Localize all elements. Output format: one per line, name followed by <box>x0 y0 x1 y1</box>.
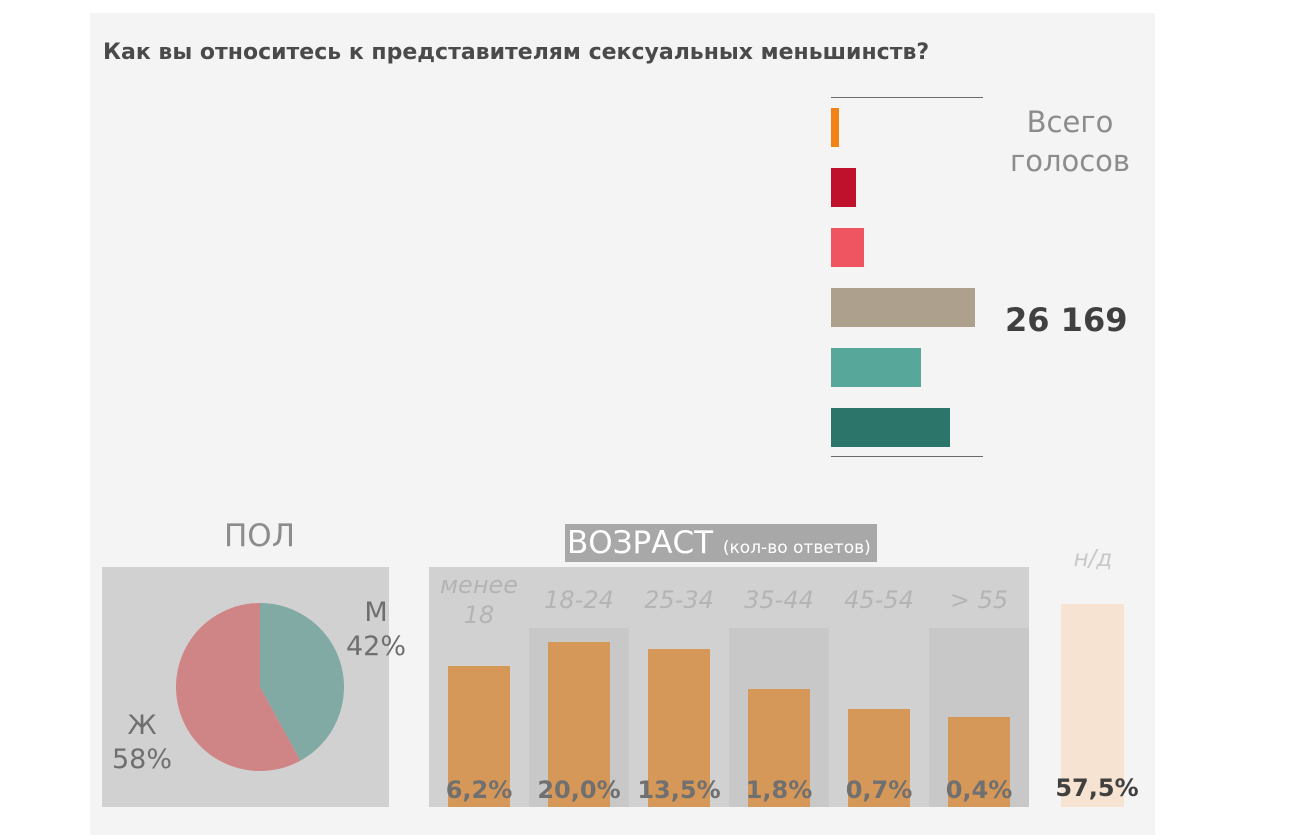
nd-label: н/д <box>1073 546 1113 572</box>
nd-percent-label: 57,5% <box>1055 774 1139 802</box>
age-title: ВОЗРАСТ (кол-во ответов) <box>565 524 877 562</box>
age-title-text: ВОЗРАСТ <box>567 525 714 561</box>
nd-bar <box>1061 604 1124 807</box>
hbar-1 <box>831 108 839 147</box>
pie-slice-female <box>176 603 301 771</box>
age-category-label: 45-54 <box>844 586 914 614</box>
pie-slice-male <box>260 603 345 761</box>
hbar-3 <box>831 228 864 267</box>
age-percent-label: 0,7% <box>845 776 913 804</box>
age-bar <box>548 642 610 807</box>
hbar-6 <box>831 408 950 447</box>
age-category-label: 25-34 <box>644 586 714 614</box>
age-bar <box>448 666 510 807</box>
pie-label-male-name: М <box>364 597 388 628</box>
age-percent-label: 6,2% <box>445 776 513 804</box>
hbar-5 <box>831 348 921 387</box>
hbar-2 <box>831 168 856 207</box>
pie-label-male-value: 42% <box>345 631 406 662</box>
pie-label-female: Ж 58% <box>102 709 182 777</box>
age-percent-label: 1,8% <box>745 776 813 804</box>
age-percent-label: 0,4% <box>945 776 1013 804</box>
hbar-4 <box>831 288 975 327</box>
chart-title: Как вы относитесь к представителям сексу… <box>103 40 930 65</box>
total-votes-value: 26 169 <box>1005 301 1128 339</box>
hbar-top-axis <box>831 97 983 98</box>
age-category-label: 18-24 <box>544 586 614 614</box>
pie-label-male: М 42% <box>336 596 416 664</box>
age-category-label: 35-44 <box>744 586 814 614</box>
age-percent-label: 20,0% <box>537 776 621 804</box>
total-votes-label: Всего голосов <box>1009 105 1131 178</box>
age-subtitle-text: (кол-во ответов) <box>722 538 871 558</box>
age-percent-label: 13,5% <box>637 776 721 804</box>
pie-label-female-name: Ж <box>127 710 157 741</box>
hbar-bottom-axis <box>831 456 983 457</box>
pie-label-female-value: 58% <box>111 744 172 775</box>
gender-pie <box>176 603 345 771</box>
age-bar <box>948 717 1010 807</box>
age-category-label: менее 18 <box>439 571 519 629</box>
age-bar <box>748 689 810 807</box>
gender-title: ПОЛ <box>224 518 296 554</box>
age-category-label: > 55 <box>949 586 1009 614</box>
age-bar <box>848 709 910 807</box>
age-bar <box>648 649 710 807</box>
